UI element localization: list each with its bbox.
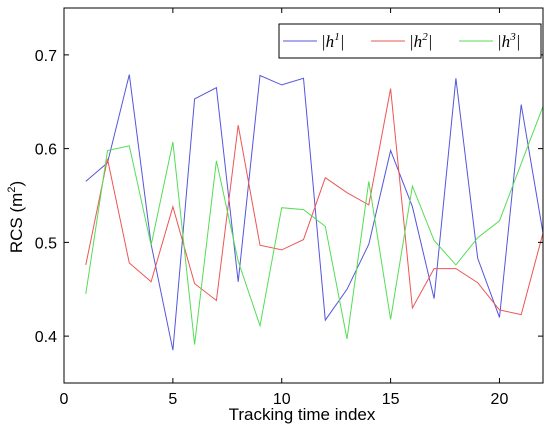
x-axis-label: Tracking time index — [229, 405, 376, 424]
tick-labels: 0 5 10 15 20 0.4 0.5 0.6 0.7 — [35, 48, 509, 408]
legend-label-2: |h2| — [409, 31, 432, 51]
x-tick-label: 5 — [168, 391, 177, 408]
axis-ticks — [63, 8, 543, 383]
x-tick-label: 10 — [273, 391, 291, 408]
x-tick-label: 20 — [491, 391, 509, 408]
series-line-1 — [85, 74, 544, 351]
x-tick-label: 15 — [382, 391, 400, 408]
y-axis-label: RCS (m2) — [6, 181, 26, 253]
legend: |h1| |h2| |h3| — [278, 23, 542, 59]
series-line-3 — [85, 106, 544, 345]
legend-label-3: |h3| — [497, 31, 520, 51]
y-tick-label: 0.4 — [35, 329, 57, 346]
plot-area — [63, 7, 544, 384]
legend-box — [278, 23, 542, 59]
series-line-2 — [85, 88, 544, 316]
x-tick-label: 0 — [60, 391, 69, 408]
legend-label-1: |h1| — [321, 31, 344, 51]
y-tick-label: 0.6 — [35, 142, 57, 159]
axes-box — [63, 7, 544, 384]
y-tick-label: 0.7 — [35, 48, 57, 65]
y-tick-label: 0.5 — [35, 235, 57, 252]
